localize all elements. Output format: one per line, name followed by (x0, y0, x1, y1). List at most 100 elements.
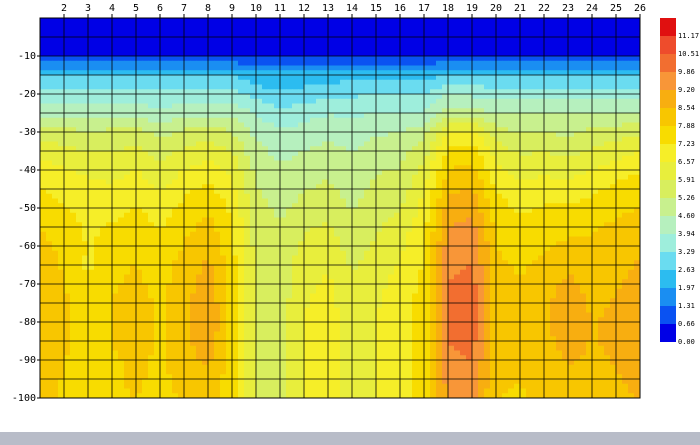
contour-cell (52, 98, 59, 104)
contour-cell (580, 189, 587, 195)
contour-cell (130, 70, 137, 76)
contour-cell (178, 222, 185, 228)
contour-cell (394, 193, 401, 199)
contour-cell (262, 155, 269, 161)
contour-cell (424, 60, 431, 66)
contour-cell (586, 170, 593, 176)
contour-cell (148, 60, 155, 66)
contour-cell (52, 193, 59, 199)
contour-cell (142, 113, 149, 119)
contour-cell (376, 141, 383, 147)
contour-cell (346, 193, 353, 199)
contour-cell (136, 98, 143, 104)
contour-cell (346, 56, 353, 62)
contour-cell (508, 212, 515, 218)
contour-cell (430, 170, 437, 176)
contour-cell (286, 184, 293, 190)
contour-cell (508, 117, 515, 123)
contour-cell (100, 51, 107, 57)
contour-cell (508, 56, 515, 62)
contour-cell (298, 151, 305, 157)
contour-cell (76, 89, 83, 95)
contour-cell (430, 236, 437, 242)
contour-cell (382, 184, 389, 190)
contour-cell (280, 222, 287, 228)
contour-cell (340, 51, 347, 57)
contour-cell (340, 32, 347, 38)
contour-cell (460, 146, 467, 152)
contour-cell (478, 151, 485, 157)
contour-cell (412, 94, 419, 100)
contour-cell (484, 65, 491, 71)
contour-cell (154, 151, 161, 157)
contour-cell (616, 189, 623, 195)
contour-cell (604, 189, 611, 195)
contour-cell (310, 113, 317, 119)
contour-cell (370, 65, 377, 71)
contour-cell (118, 136, 125, 142)
contour-cell (148, 84, 155, 90)
contour-cell (154, 89, 161, 95)
contour-cell (610, 94, 617, 100)
contour-cell (352, 212, 359, 218)
contour-cell (454, 160, 461, 166)
contour-cell (64, 79, 71, 85)
contour-cell (472, 89, 479, 95)
contour-cell (52, 41, 59, 47)
contour-cell (622, 203, 629, 209)
contour-cell (208, 255, 215, 261)
contour-cell (550, 231, 557, 237)
contour-cell (394, 132, 401, 138)
contour-cell (544, 127, 551, 133)
contour-cell (394, 108, 401, 114)
contour-cell (442, 89, 449, 95)
contour-cell (220, 132, 227, 138)
contour-cell (190, 231, 197, 237)
contour-cell (568, 222, 575, 228)
contour-cell (496, 155, 503, 161)
contour-cell (466, 113, 473, 119)
contour-cell (406, 236, 413, 242)
contour-cell (136, 227, 143, 233)
contour-cell (604, 65, 611, 71)
contour-cell (562, 65, 569, 71)
contour-cell (604, 241, 611, 247)
contour-cell (334, 122, 341, 128)
contour-cell (514, 103, 521, 109)
contour-cell (106, 189, 113, 195)
contour-cell (328, 189, 335, 195)
contour-cell (154, 79, 161, 85)
contour-cell (292, 51, 299, 57)
contour-cell (460, 32, 467, 38)
contour-cell (268, 193, 275, 199)
contour-cell (346, 212, 353, 218)
contour-cell (412, 103, 419, 109)
contour-cell (526, 155, 533, 161)
contour-cell (478, 113, 485, 119)
contour-cell (496, 117, 503, 123)
contour-cell (100, 70, 107, 76)
contour-cell (454, 32, 461, 38)
contour-cell (58, 241, 65, 247)
contour-cell (616, 132, 623, 138)
contour-cell (514, 184, 521, 190)
contour-cell (592, 94, 599, 100)
contour-cell (454, 103, 461, 109)
contour-cell (286, 108, 293, 114)
contour-cell (256, 84, 263, 90)
contour-cell (82, 18, 89, 24)
contour-cell (124, 122, 131, 128)
contour-cell (130, 174, 137, 180)
contour-cell (76, 56, 83, 62)
contour-cell (424, 132, 431, 138)
contour-cell (370, 27, 377, 33)
contour-cell (268, 217, 275, 223)
contour-cell (526, 46, 533, 52)
contour-cell (340, 84, 347, 90)
contour-cell (202, 18, 209, 24)
contour-cell (118, 65, 125, 71)
contour-cell (88, 165, 95, 171)
contour-cell (124, 51, 131, 57)
contour-cell (334, 212, 341, 218)
contour-cell (166, 236, 173, 242)
